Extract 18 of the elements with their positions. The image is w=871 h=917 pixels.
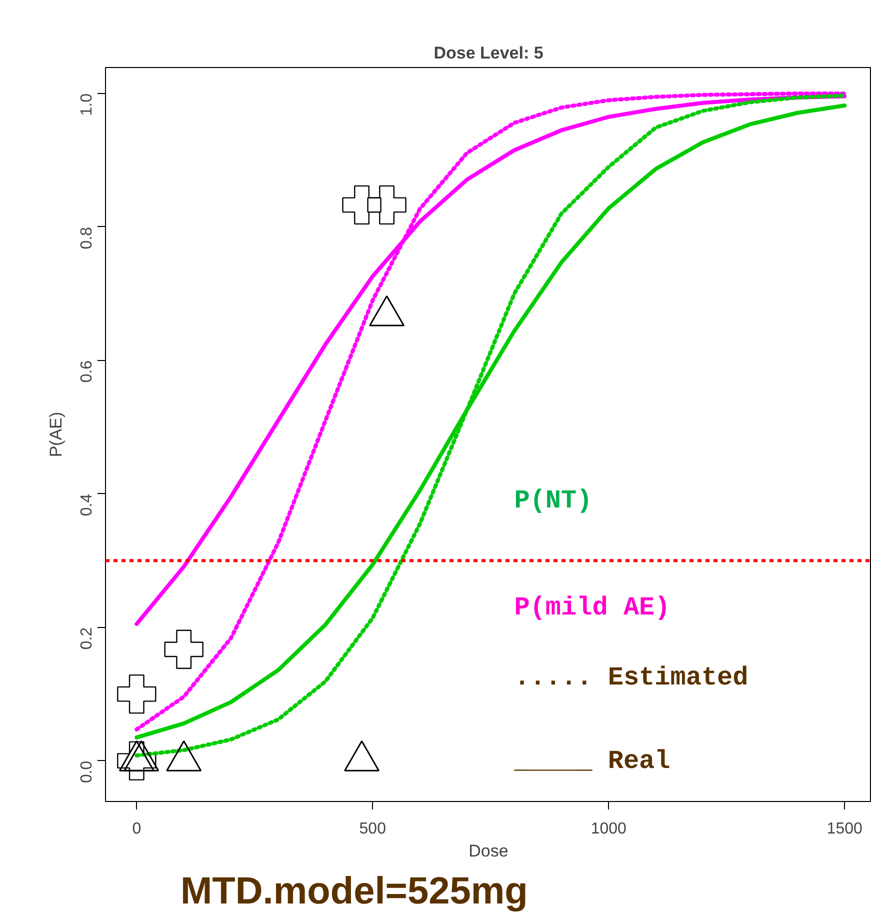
y-tick-label: 0.6 bbox=[78, 360, 96, 383]
y-tick-label: 0.0 bbox=[78, 760, 96, 784]
y-tick-label: 0.8 bbox=[78, 226, 96, 250]
x-tick-label: 0 bbox=[132, 820, 142, 838]
x-axis-title: Dose bbox=[468, 842, 508, 860]
y-tick-label: 0.2 bbox=[78, 627, 96, 650]
annotation: _____ Real bbox=[513, 746, 670, 776]
y-tick-label: 1.0 bbox=[78, 93, 96, 116]
chart-title: Dose Level: 5 bbox=[434, 44, 544, 62]
x-tick-label: 1000 bbox=[590, 820, 627, 838]
annotation: P(mild AE) bbox=[514, 592, 670, 622]
text: MTD.model=525mg bbox=[180, 870, 528, 912]
x-tick-label: 1500 bbox=[826, 820, 862, 838]
y-axis-title: P(AE) bbox=[46, 412, 66, 458]
annotation: P(NT) bbox=[514, 486, 592, 516]
y-tick-label: 0.4 bbox=[78, 494, 96, 516]
x-tick-label: 500 bbox=[359, 820, 386, 838]
annotation: ..... Estimated bbox=[514, 662, 748, 692]
